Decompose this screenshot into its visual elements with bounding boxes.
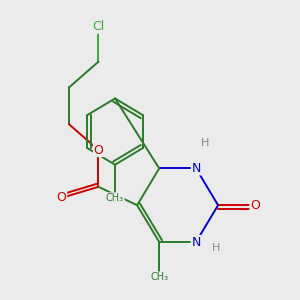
Text: N: N <box>191 162 201 175</box>
Text: H: H <box>201 138 209 148</box>
Text: O: O <box>250 199 260 212</box>
Text: CH₃: CH₃ <box>150 272 168 282</box>
Text: H: H <box>212 242 220 253</box>
Text: O: O <box>57 191 67 204</box>
Text: O: O <box>94 143 103 157</box>
Text: CH₃: CH₃ <box>106 193 124 203</box>
Text: Cl: Cl <box>92 20 105 33</box>
Text: N: N <box>191 236 201 248</box>
